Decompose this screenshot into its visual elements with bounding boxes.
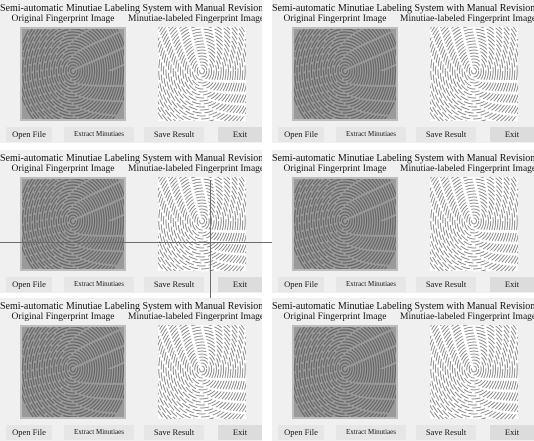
app-window: Semi-automatic Minutiae Labeling System … bbox=[0, 0, 262, 143]
button[interactable]: Open File bbox=[278, 277, 324, 292]
window-title: Semi-automatic Minutiae Labeling System … bbox=[0, 301, 262, 312]
labeled-image bbox=[158, 325, 246, 424]
app-window: Semi-automatic Minutiae Labeling System … bbox=[0, 298, 262, 441]
button[interactable]: Extract Minutiaes bbox=[336, 277, 406, 292]
original-label: Original Fingerprint Image bbox=[0, 312, 126, 322]
app-window: Semi-automatic Minutiae Labeling System … bbox=[272, 298, 534, 441]
button[interactable]: Save Result bbox=[144, 277, 204, 292]
cursor-crosshair-h bbox=[0, 242, 272, 243]
button[interactable]: Exit bbox=[490, 277, 534, 292]
button[interactable]: Exit bbox=[218, 425, 262, 440]
original-label: Original Fingerprint Image bbox=[272, 164, 398, 174]
original-label: Original Fingerprint Image bbox=[272, 312, 398, 322]
labeled-fingerprint bbox=[158, 27, 246, 121]
original-image bbox=[292, 177, 398, 276]
button[interactable]: Open File bbox=[6, 425, 52, 440]
button[interactable]: Extract Minutiaes bbox=[64, 425, 134, 440]
original-fingerprint bbox=[20, 325, 126, 419]
original-fingerprint bbox=[20, 27, 126, 121]
window-title: Semi-automatic Minutiae Labeling System … bbox=[272, 301, 534, 312]
labeled-fingerprint bbox=[430, 177, 518, 271]
original-image bbox=[20, 325, 126, 424]
button[interactable]: Exit bbox=[218, 277, 262, 292]
screenshot-grid: Semi-automatic Minutiae Labeling System … bbox=[0, 0, 534, 440]
button[interactable]: Extract Minutiaes bbox=[336, 425, 406, 440]
original-fingerprint bbox=[20, 177, 126, 271]
original-fingerprint bbox=[292, 27, 398, 121]
app-window: Semi-automatic Minutiae Labeling System … bbox=[0, 150, 262, 293]
button[interactable]: Exit bbox=[490, 127, 534, 142]
window-title: Semi-automatic Minutiae Labeling System … bbox=[272, 3, 534, 14]
labeled-fingerprint bbox=[158, 325, 246, 419]
labeled-image bbox=[158, 27, 246, 126]
button[interactable]: Save Result bbox=[416, 425, 476, 440]
button[interactable]: Extract Minutiaes bbox=[64, 277, 134, 292]
labeled-image bbox=[430, 27, 518, 126]
original-fingerprint bbox=[292, 177, 398, 271]
labeled-image bbox=[430, 177, 518, 276]
button[interactable]: Exit bbox=[218, 127, 262, 142]
original-label: Original Fingerprint Image bbox=[0, 164, 126, 174]
labeled-image bbox=[430, 325, 518, 424]
app-window: Semi-automatic Minutiae Labeling System … bbox=[272, 0, 534, 143]
original-image bbox=[20, 177, 126, 276]
labeled-fingerprint bbox=[430, 27, 518, 121]
labeled-label: Minutiae-labeled Fingerprint Image bbox=[400, 164, 534, 174]
labeled-label: Minutiae-labeled Fingerprint Image bbox=[128, 164, 262, 174]
original-label: Original Fingerprint Image bbox=[272, 14, 398, 24]
original-image bbox=[292, 27, 398, 126]
app-window: Semi-automatic Minutiae Labeling System … bbox=[272, 150, 534, 293]
button[interactable]: Extract Minutiaes bbox=[336, 127, 406, 142]
labeled-label: Minutiae-labeled Fingerprint Image bbox=[400, 14, 534, 24]
labeled-label: Minutiae-labeled Fingerprint Image bbox=[128, 312, 262, 322]
window-title: Semi-automatic Minutiae Labeling System … bbox=[0, 153, 262, 164]
labeled-image bbox=[158, 177, 246, 276]
button[interactable]: Save Result bbox=[416, 277, 476, 292]
original-label: Original Fingerprint Image bbox=[0, 14, 126, 24]
button[interactable]: Open File bbox=[6, 277, 52, 292]
window-title: Semi-automatic Minutiae Labeling System … bbox=[0, 3, 262, 14]
button[interactable]: Open File bbox=[278, 127, 324, 142]
window-title: Semi-automatic Minutiae Labeling System … bbox=[272, 153, 534, 164]
original-image bbox=[20, 27, 126, 126]
original-fingerprint bbox=[292, 325, 398, 419]
labeled-label: Minutiae-labeled Fingerprint Image bbox=[128, 14, 262, 24]
button[interactable]: Open File bbox=[6, 127, 52, 142]
button[interactable]: Save Result bbox=[416, 127, 476, 142]
button[interactable]: Exit bbox=[490, 425, 534, 440]
cursor-crosshair-v bbox=[210, 180, 211, 298]
button[interactable]: Open File bbox=[278, 425, 324, 440]
original-image bbox=[292, 325, 398, 424]
button[interactable]: Save Result bbox=[144, 127, 204, 142]
button[interactable]: Extract Minutiaes bbox=[64, 127, 134, 142]
button[interactable]: Save Result bbox=[144, 425, 204, 440]
labeled-fingerprint bbox=[430, 325, 518, 419]
labeled-label: Minutiae-labeled Fingerprint Image bbox=[400, 312, 534, 322]
labeled-fingerprint bbox=[158, 177, 246, 271]
